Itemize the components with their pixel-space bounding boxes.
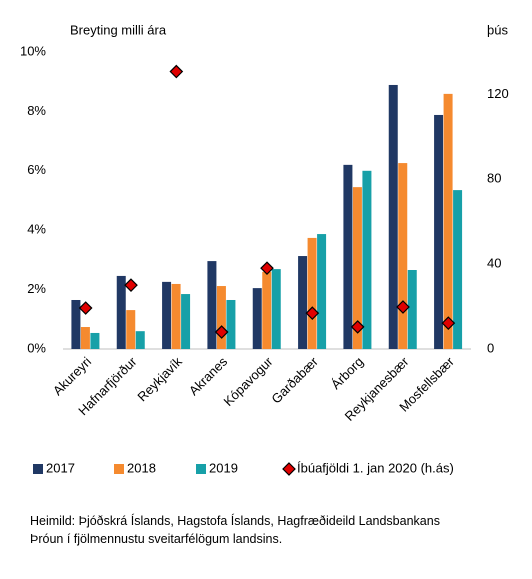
legend-marker bbox=[282, 462, 296, 476]
y2-tick-label: 80 bbox=[487, 171, 501, 186]
legend-label: 2019 bbox=[209, 460, 238, 475]
y2-tick-label: 40 bbox=[487, 256, 501, 271]
y2-tick-label: 0 bbox=[487, 340, 494, 355]
bar bbox=[171, 283, 181, 349]
y-tick-label: 4% bbox=[27, 222, 46, 237]
bar bbox=[407, 269, 417, 349]
y-tick-label: 0% bbox=[27, 340, 46, 355]
y-tick-label: 10% bbox=[20, 43, 46, 58]
y-axis-title: Breyting milli ára bbox=[70, 22, 167, 37]
bar bbox=[80, 327, 90, 349]
bar bbox=[434, 114, 444, 350]
y2-axis-title: þús bbox=[487, 22, 508, 37]
x-tick-label: Reykjavík bbox=[134, 354, 185, 405]
source-note: Heimild: Þjóðskrá Íslands, Hagstofa Ísla… bbox=[30, 514, 440, 528]
bar bbox=[135, 331, 145, 349]
legend-swatch bbox=[114, 464, 124, 474]
bar bbox=[352, 187, 362, 349]
legend-swatch bbox=[196, 464, 206, 474]
x-tick-label: Akureyri bbox=[50, 354, 94, 398]
bar bbox=[362, 170, 372, 349]
marker bbox=[78, 301, 93, 315]
bar bbox=[398, 163, 408, 349]
marker bbox=[305, 306, 320, 320]
marker bbox=[441, 316, 456, 330]
bar bbox=[298, 256, 308, 349]
bar bbox=[90, 332, 100, 349]
bar bbox=[343, 164, 353, 349]
x-tick-label: Garðabær bbox=[268, 353, 321, 406]
bar bbox=[71, 299, 81, 349]
y-tick-label: 6% bbox=[27, 162, 46, 177]
notes: Heimild: Þjóðskrá Íslands, Hagstofa Ísla… bbox=[30, 512, 500, 548]
bar bbox=[126, 310, 136, 349]
bar bbox=[116, 275, 126, 349]
bar bbox=[317, 234, 327, 349]
marker bbox=[214, 325, 229, 339]
x-tick-label: Árborg bbox=[328, 354, 366, 392]
marker bbox=[260, 261, 274, 276]
legend-label: 2017 bbox=[46, 460, 75, 475]
legend-swatch bbox=[33, 464, 43, 474]
marker bbox=[350, 320, 365, 334]
caption: Þróun í fjölmennustu sveitarfélögum land… bbox=[30, 532, 283, 546]
marker bbox=[169, 64, 184, 79]
chart: Breyting milli ára þús 0% 2% 4% 6% 8% 10% 0 40 8… bbox=[20, 22, 509, 476]
y-tick-label: 8% bbox=[27, 103, 46, 118]
bar bbox=[271, 269, 281, 349]
marker bbox=[124, 278, 138, 292]
bar bbox=[216, 286, 226, 349]
bar bbox=[181, 294, 191, 349]
x-tick-label: Kópavogur bbox=[220, 353, 276, 409]
bar bbox=[162, 281, 172, 349]
y-tick-label: 2% bbox=[27, 281, 46, 296]
bar bbox=[307, 237, 317, 349]
legend-label: Íbúafjöldi 1. jan 2020 (h.ás) bbox=[297, 460, 454, 475]
y2-tick-label: 120 bbox=[487, 86, 509, 101]
bar bbox=[262, 271, 272, 349]
bar bbox=[453, 190, 463, 349]
bar bbox=[443, 93, 453, 349]
x-tick-label: Akranes bbox=[186, 354, 231, 399]
bar bbox=[388, 84, 398, 349]
bar bbox=[226, 299, 236, 349]
bar bbox=[252, 288, 262, 349]
legend-label: 2018 bbox=[127, 460, 156, 475]
bar bbox=[207, 261, 217, 349]
marker bbox=[396, 300, 410, 314]
